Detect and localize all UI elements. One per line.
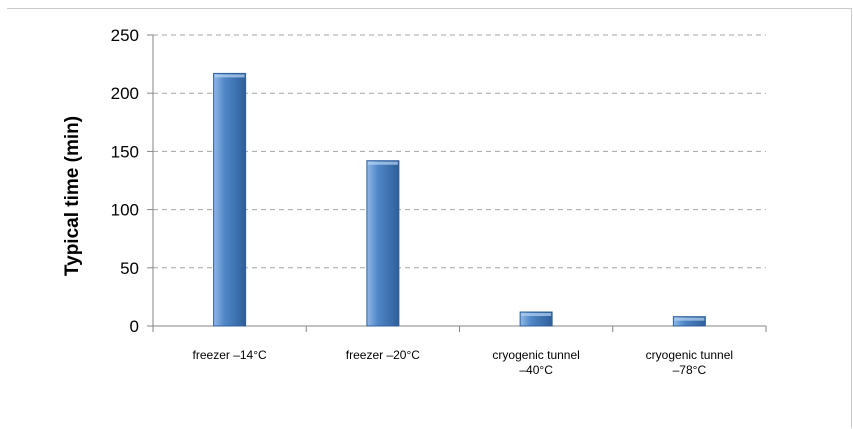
y-tick-labels: 0 50 100 150 200 250 (111, 26, 139, 336)
bar (213, 72, 247, 327)
bar-highlight (214, 74, 245, 78)
y-tick-label: 200 (111, 84, 139, 103)
bar-highlight (367, 161, 398, 165)
x-category-label-line: –40°C (519, 363, 553, 377)
x-category-label: freezer –14°C (193, 348, 268, 362)
x-category-label: cryogenic tunnel –78°C (646, 348, 733, 377)
bar-body (213, 72, 247, 327)
bar (366, 160, 400, 327)
chart-frame (7, 8, 852, 428)
y-axis-label: Typical time (min) (62, 116, 83, 276)
bar (519, 311, 553, 327)
x-category-label: freezer –20°C (346, 348, 421, 362)
x-category-label: cryogenic tunnel –40°C (492, 348, 579, 377)
bar-body (366, 160, 400, 327)
gridlines (153, 34, 766, 269)
bar (672, 316, 706, 327)
bars (213, 72, 706, 327)
bar-highlight (674, 317, 705, 321)
y-tick-label: 250 (111, 26, 139, 45)
y-tick-label: 150 (111, 142, 139, 161)
x-category-label-line: –78°C (673, 363, 707, 377)
x-tick-labels: freezer –14°C freezer –20°C cryogenic tunn… (193, 348, 734, 377)
x-category-label-line: freezer –14°C (193, 348, 268, 362)
bar-highlight (521, 313, 552, 317)
bar-body (672, 316, 706, 327)
y-tick-label: 100 (111, 201, 139, 220)
y-tick-label: 50 (120, 259, 139, 278)
y-tick-label: 0 (130, 317, 139, 336)
x-category-label-line: freezer –20°C (346, 348, 421, 362)
x-category-label-line: cryogenic tunnel (646, 348, 733, 362)
x-category-label-line: cryogenic tunnel (492, 348, 579, 362)
axes (147, 34, 767, 332)
